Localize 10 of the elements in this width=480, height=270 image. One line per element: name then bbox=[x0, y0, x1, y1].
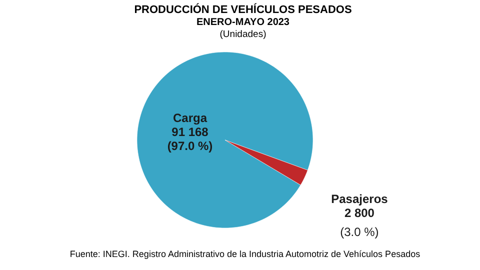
slice-label: Carga bbox=[172, 111, 208, 125]
chart-subtitle: ENERO-MAYO 2023 bbox=[196, 17, 290, 28]
source-note: Fuente: INEGI. Registro Administrativo de la Industria Automotriz de Vehículos Pesados bbox=[70, 249, 421, 259]
data-label: 2 800 (3.0 %) bbox=[340, 206, 379, 239]
pie-slice bbox=[136, 52, 314, 228]
chart-title: PRODUCCIÓN DE VEHÍCULOS PESADOS bbox=[134, 3, 352, 16]
text: (Unidades) bbox=[220, 29, 266, 40]
pie-slice bbox=[224, 140, 308, 186]
slice-label: Pasajeros bbox=[331, 192, 388, 206]
data-label: 91 168 (97.0 %) bbox=[167, 125, 213, 153]
